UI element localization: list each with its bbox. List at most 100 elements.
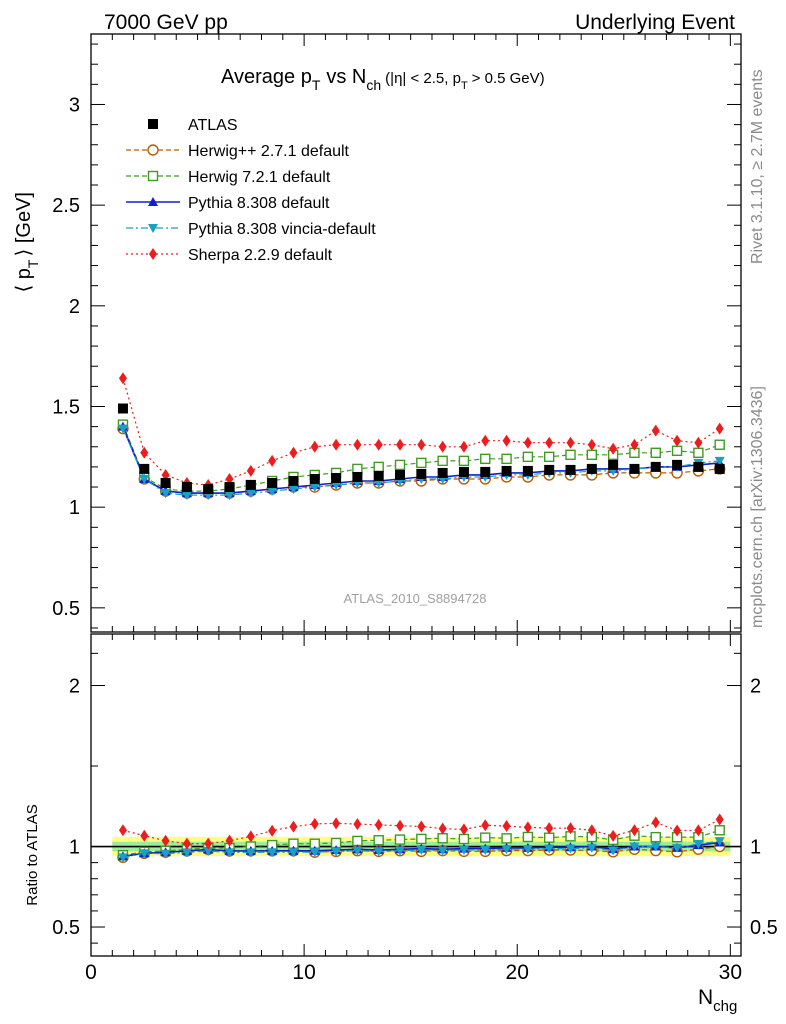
data-point-main [587, 438, 596, 451]
data-point-ratio [245, 848, 256, 858]
y-tick-label-ratio: 2 [69, 676, 80, 698]
y-tick-label-main: 3 [69, 94, 80, 116]
analysis-id-label: ATLAS_2010_S8894728 [344, 591, 487, 606]
data-point-main [438, 440, 447, 453]
legend-marker [147, 144, 159, 156]
data-point-ratio [543, 832, 555, 843]
legend-marker [148, 197, 158, 206]
data-point-main [373, 479, 384, 489]
data-point-main [245, 480, 256, 491]
data-point-ratio [396, 819, 405, 832]
data-point-main [694, 436, 703, 449]
y-tick-label-ratio-right: 0.5 [750, 917, 778, 939]
data-point-main [672, 459, 683, 470]
data-point-ratio [565, 844, 576, 854]
data-point-ratio [480, 845, 491, 855]
data-point-main [630, 438, 639, 451]
data-point-ratio [224, 848, 235, 858]
legend-marker [149, 248, 157, 260]
data-point-ratio [353, 818, 362, 831]
header-right-label: Underlying Event [575, 11, 735, 34]
data-point-ratio [501, 845, 512, 855]
data-point-ratio [672, 843, 683, 853]
data-point-main [268, 454, 277, 467]
data-point-ratio [544, 844, 555, 854]
data-point-ratio [332, 817, 341, 830]
main-y-axis-label: ⟨ pT ⟩ [GeV] [13, 192, 41, 293]
data-point-main [117, 424, 128, 434]
mcplots-reference-label: mcplots.cern.ch [arXiv:1306.3436] [749, 386, 766, 628]
data-point-ratio [225, 834, 234, 847]
data-point-main [332, 438, 341, 451]
title-cuts-a: (|η| < 2.5, p [385, 70, 461, 87]
data-point-ratio [458, 845, 469, 855]
data-point-ratio [609, 829, 618, 842]
data-point-main [543, 451, 555, 463]
data-point-main [522, 465, 533, 476]
data-point-ratio [182, 837, 191, 850]
main-panel-series [117, 372, 726, 501]
y-label-sub: T [25, 259, 41, 268]
data-point-main [118, 372, 127, 385]
data-point-main [181, 482, 192, 493]
y-tick-label-ratio: 1 [69, 837, 80, 859]
data-point-ratio [288, 848, 299, 858]
data-point-ratio [374, 818, 383, 831]
data-point-main [501, 465, 512, 476]
y-label-right: ⟩ [GeV] [13, 192, 35, 257]
data-point-ratio [373, 847, 384, 857]
data-point-ratio [650, 831, 661, 843]
header-left-label: 7000 GeV pp [104, 11, 228, 34]
title-cuts-sub: T [461, 80, 468, 92]
data-point-main [481, 434, 490, 447]
x-tick-label: 0 [85, 961, 97, 984]
data-point-ratio [140, 829, 149, 842]
data-point-main [544, 464, 555, 475]
data-point-ratio [480, 832, 491, 843]
data-point-main [117, 403, 128, 414]
data-point-main [181, 491, 192, 501]
axes: 0 10 20 30 0.5 1 1.5 2 2.5 3 0.5 0.5 1 1 2 2 [52, 34, 778, 984]
data-point-main [331, 481, 342, 491]
data-point-main [714, 463, 725, 474]
data-point-main [608, 459, 619, 470]
data-point-main [458, 455, 470, 467]
data-point-ratio [587, 824, 596, 837]
legend-label: Pythia 8.308 default [188, 195, 330, 212]
data-point-ratio [160, 849, 171, 859]
data-point-ratio [673, 824, 682, 837]
data-point-main [501, 453, 512, 465]
data-point-main [693, 461, 704, 472]
data-point-main [395, 469, 406, 480]
data-point-ratio [438, 822, 447, 835]
data-point-main [224, 482, 235, 493]
data-point-ratio [246, 830, 255, 843]
x-tick-label: 30 [719, 961, 742, 984]
data-point-ratio [289, 820, 298, 833]
title-vs: vs N [326, 66, 366, 88]
data-point-main [245, 489, 256, 499]
data-point-main [310, 440, 319, 453]
data-point-main [160, 489, 171, 499]
data-point-main [416, 457, 427, 469]
data-point-ratio [394, 834, 406, 845]
series-line-ratio [122, 840, 720, 858]
y-tick-label-ratio: 0.5 [52, 917, 80, 939]
data-point-ratio [629, 842, 640, 852]
data-point-main [246, 464, 255, 477]
ratio-y-axis-label: Ratio to ATLAS [24, 804, 41, 905]
title-main: Average p [221, 66, 312, 88]
data-point-ratio [630, 824, 639, 837]
data-point-main [309, 473, 320, 484]
data-point-ratio [352, 846, 363, 856]
data-point-main [353, 438, 362, 451]
data-point-ratio [267, 848, 278, 858]
x-label-sub: chg [713, 998, 737, 1015]
data-point-ratio [310, 817, 319, 830]
data-point-main [140, 446, 149, 459]
data-point-main [586, 463, 597, 474]
data-point-main [161, 468, 170, 481]
data-point-main [224, 491, 235, 501]
data-point-ratio [118, 824, 127, 837]
